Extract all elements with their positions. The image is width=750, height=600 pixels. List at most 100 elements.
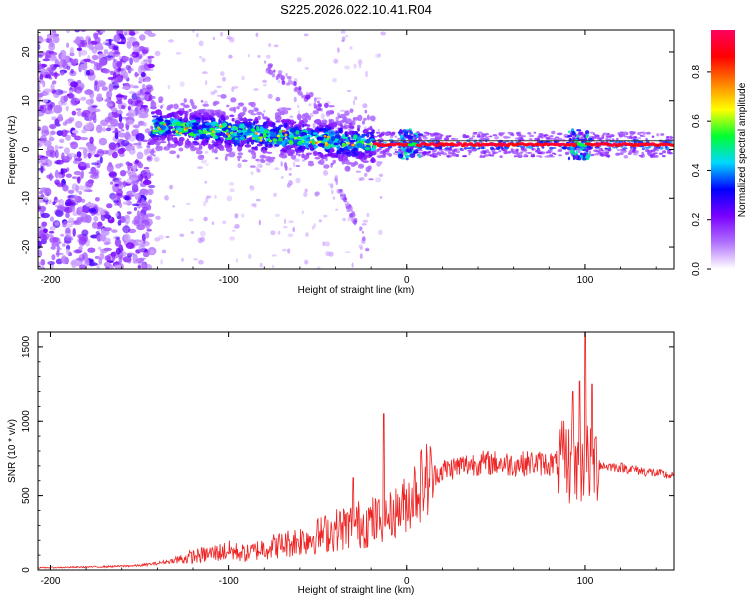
spectral-blob xyxy=(647,150,653,155)
spectral-blob xyxy=(478,147,481,150)
spectral-blob xyxy=(117,220,122,226)
spectral-blob xyxy=(175,144,178,147)
spectral-blob xyxy=(347,201,349,205)
spectral-blob xyxy=(78,190,83,195)
spectrogram-x-tick-label: -100 xyxy=(219,275,239,286)
spectral-blob xyxy=(344,196,347,201)
spectral-blob xyxy=(53,36,60,44)
spectral-blob xyxy=(330,183,334,189)
spectrogram-x-tick-label: 100 xyxy=(577,275,594,286)
spectral-blob xyxy=(125,64,131,71)
spectral-blob xyxy=(146,68,154,72)
spectral-blob xyxy=(126,211,132,215)
spectral-blob xyxy=(263,129,268,133)
spectral-blob xyxy=(458,142,463,146)
spectral-blob xyxy=(40,165,44,174)
spectral-blob xyxy=(134,128,139,131)
spectral-blob xyxy=(515,148,519,152)
spectral-blob xyxy=(334,175,339,178)
spectral-blob xyxy=(293,121,297,124)
spectral-blob xyxy=(513,155,517,158)
spectral-blob xyxy=(463,136,468,138)
spectral-blob xyxy=(167,126,174,130)
spectral-blob xyxy=(100,213,106,222)
spectral-blob xyxy=(56,205,66,211)
spectral-blob xyxy=(605,155,611,158)
spectral-blob xyxy=(247,253,252,259)
spectral-blob xyxy=(468,152,471,156)
spectral-blob xyxy=(659,152,663,155)
spectral-blob xyxy=(130,84,134,89)
spectral-blob xyxy=(229,36,235,43)
spectral-blob xyxy=(540,151,546,155)
spectral-blob xyxy=(192,30,195,33)
spectrogram-y-label: Frequency (Hz) xyxy=(7,116,18,185)
spectral-blob xyxy=(201,57,206,63)
spectral-blob xyxy=(71,59,77,67)
spectral-blob xyxy=(279,124,284,128)
spectral-blob xyxy=(132,124,140,129)
spectral-blob xyxy=(665,145,668,148)
spectral-blob xyxy=(51,242,59,247)
spectral-blob xyxy=(665,148,669,150)
spectral-blob xyxy=(305,138,311,142)
spectral-blob xyxy=(275,97,281,102)
spectral-blob xyxy=(323,214,328,218)
spectral-blob xyxy=(143,79,149,83)
spectral-blob xyxy=(88,208,97,213)
spectral-blob xyxy=(377,148,382,151)
spectral-blob xyxy=(140,65,149,71)
spectral-blob xyxy=(402,147,406,152)
spectral-blob xyxy=(104,214,111,220)
spectral-blob xyxy=(298,125,302,131)
spectral-blob xyxy=(237,143,241,147)
spectral-blob xyxy=(210,111,215,117)
spectral-blob xyxy=(125,130,130,140)
spectral-blob xyxy=(222,220,227,225)
spectral-blob xyxy=(54,58,60,66)
spectral-blob xyxy=(126,252,135,256)
spectral-blob xyxy=(491,152,496,155)
spectral-blob xyxy=(490,146,494,150)
spectral-blob xyxy=(340,109,346,112)
spectral-blob xyxy=(641,154,645,158)
spectral-blob xyxy=(380,31,387,36)
spectral-blob xyxy=(343,116,348,123)
spectral-blob xyxy=(361,120,366,125)
spectral-blob xyxy=(200,99,204,103)
spectral-blob xyxy=(354,96,358,101)
spectral-blob xyxy=(151,96,156,99)
spectral-blob xyxy=(558,154,562,157)
spectral-blob xyxy=(45,151,51,157)
spectral-blob xyxy=(301,140,305,143)
colorbar-tick-label: 0.4 xyxy=(691,163,702,177)
spectral-blob xyxy=(53,104,63,114)
spectral-blob xyxy=(106,163,114,173)
spectral-blob xyxy=(379,161,383,164)
spectral-blob xyxy=(620,148,626,151)
spectral-blob xyxy=(269,143,273,147)
spectral-blob xyxy=(316,100,320,104)
spectral-blob xyxy=(200,236,205,243)
spectral-blob xyxy=(634,150,640,154)
spectral-blob xyxy=(158,129,163,134)
spectral-blob xyxy=(153,154,156,157)
spectral-blob xyxy=(118,132,127,138)
spectral-blob xyxy=(379,196,383,199)
spectral-blob xyxy=(65,227,71,234)
spectral-blob xyxy=(483,154,490,157)
snr-x-tick-label: 100 xyxy=(577,576,594,587)
spectral-blob xyxy=(267,156,275,163)
spectral-blob xyxy=(239,112,246,115)
spectral-blob xyxy=(325,156,328,162)
spectral-blob xyxy=(176,121,182,127)
spectral-blob xyxy=(438,153,442,157)
spectral-blob xyxy=(558,148,563,152)
spectral-blob xyxy=(303,154,310,160)
spectral-blob xyxy=(394,148,398,151)
spectral-blob xyxy=(207,143,212,148)
spectral-blob xyxy=(451,153,458,157)
spectral-blob xyxy=(44,187,52,196)
spectral-blob xyxy=(115,163,122,169)
